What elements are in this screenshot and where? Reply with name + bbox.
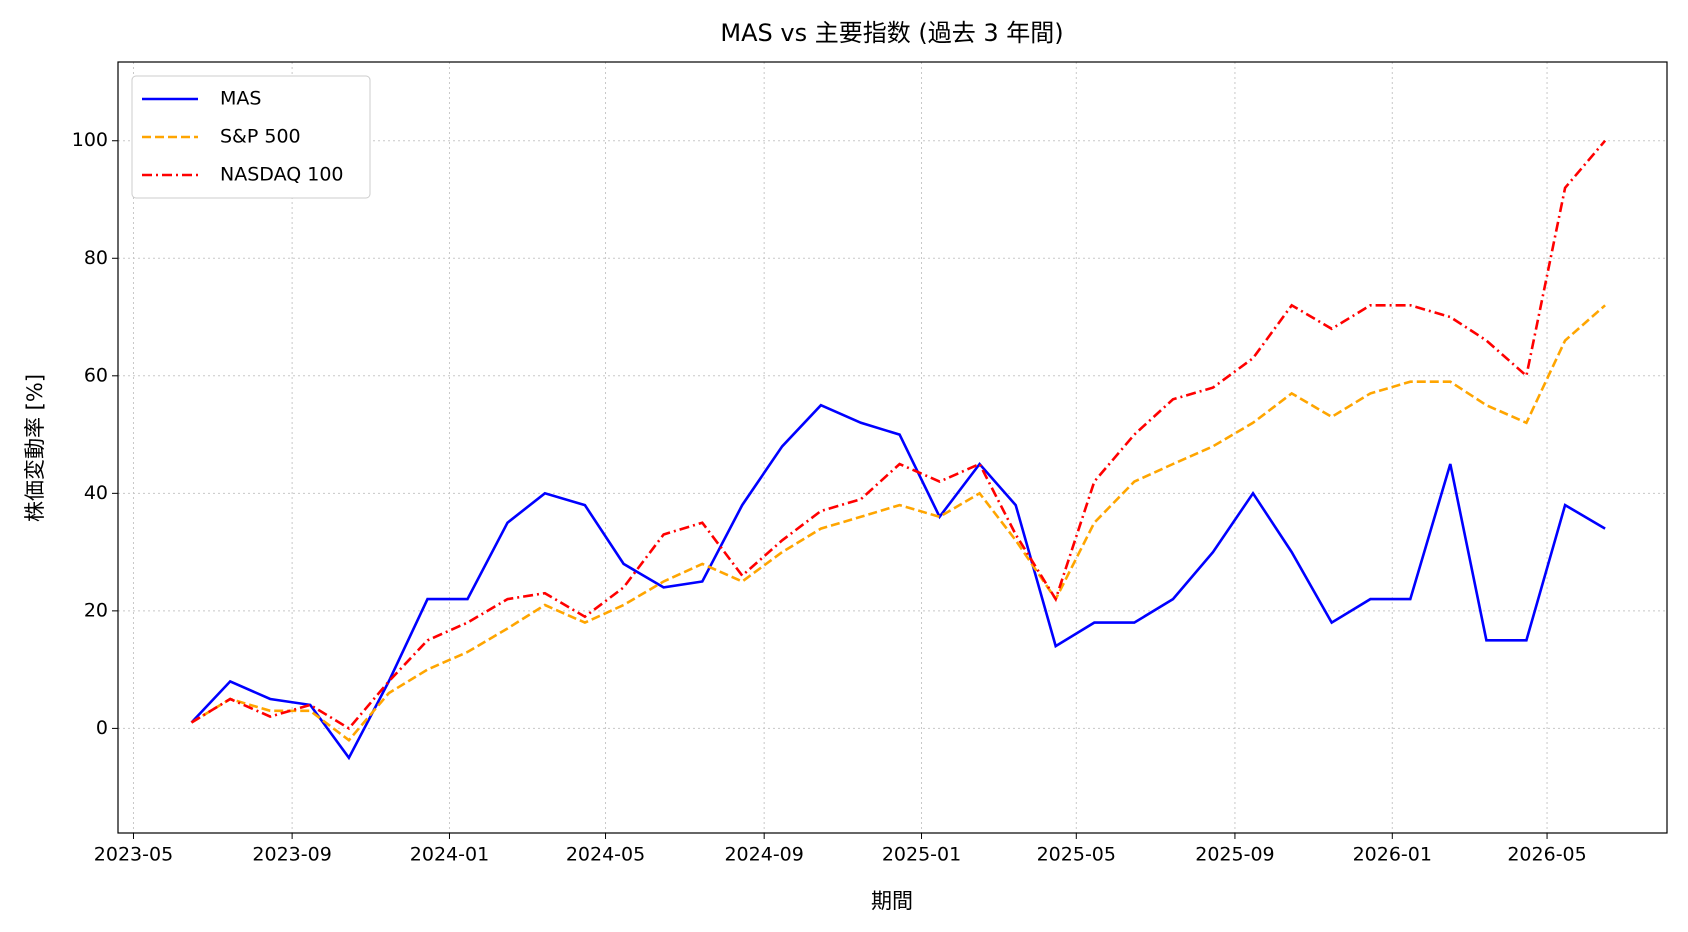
x-tick-label: 2024-05	[566, 844, 645, 866]
legend-label: NASDAQ 100	[220, 164, 344, 186]
y-tick-label: 0	[96, 717, 108, 739]
x-axis-label: 期間	[871, 889, 913, 913]
x-tick-label: 2025-05	[1037, 844, 1116, 866]
x-tick-label: 2025-01	[882, 844, 961, 866]
series-line	[190, 139, 1607, 731]
chart-title: MAS vs 主要指数 (過去 3 年間)	[720, 19, 1063, 47]
x-tick-label: 2025-09	[1195, 844, 1274, 866]
x-tick-label: 2024-01	[410, 844, 489, 866]
y-tick-label: 60	[84, 364, 108, 386]
x-tick-label: 2024-09	[724, 844, 803, 866]
legend-box	[131, 75, 371, 199]
legend-label: MAS	[220, 88, 261, 110]
x-tick-label: 2026-01	[1353, 844, 1432, 866]
series-line	[190, 304, 1606, 742]
plot-frame	[117, 61, 1668, 834]
series-line	[190, 403, 1606, 761]
y-axis-label: 株価変動率 [%]	[23, 374, 47, 522]
y-tick-label: 100	[72, 129, 108, 151]
y-tick-label: 20	[84, 599, 108, 621]
y-tick-label: 40	[84, 482, 108, 504]
x-tick-label: 2026-05	[1507, 844, 1586, 866]
y-tick-label: 80	[84, 247, 108, 269]
x-tick-label: 2023-05	[94, 844, 173, 866]
x-tick-label: 2023-09	[252, 844, 331, 866]
legend-label: S&P 500	[220, 126, 301, 148]
